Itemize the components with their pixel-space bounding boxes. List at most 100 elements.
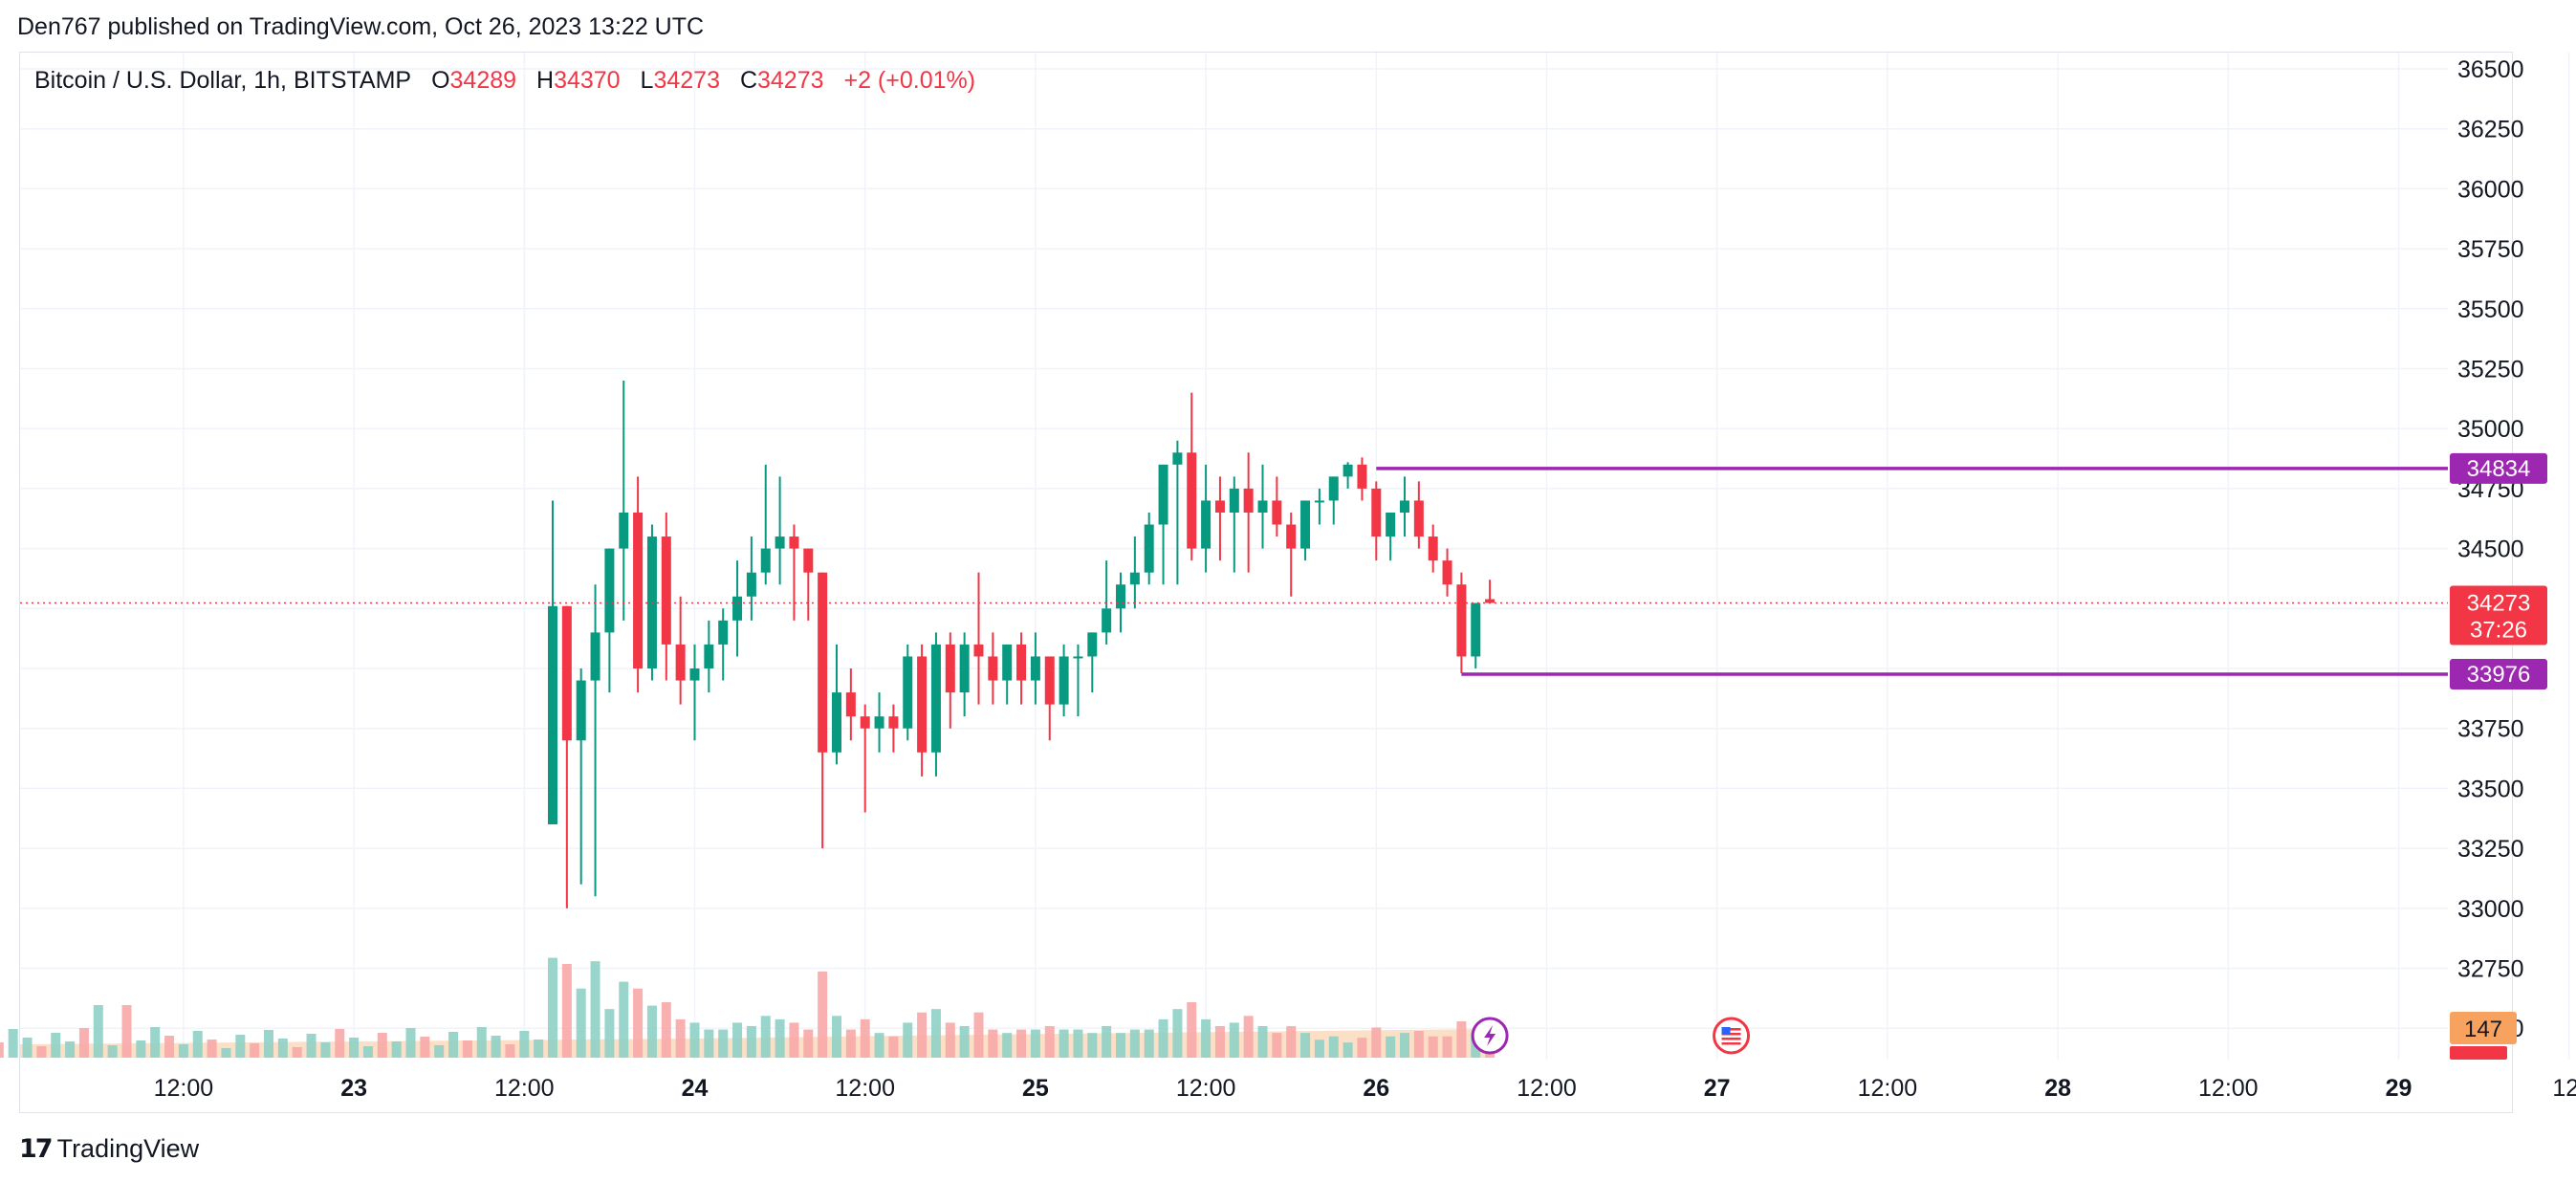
volume-bar bbox=[803, 1029, 814, 1058]
high-label: H bbox=[536, 67, 555, 94]
price-tick-label: 35750 bbox=[2457, 236, 2524, 263]
candle-body bbox=[1328, 476, 1339, 501]
volume-bar bbox=[732, 1022, 743, 1058]
candle-body bbox=[704, 644, 714, 668]
volume-bar bbox=[1187, 1002, 1197, 1058]
time-tick-label: 12: bbox=[2552, 1075, 2576, 1102]
volume-bar bbox=[903, 1022, 913, 1058]
candle-body bbox=[1016, 644, 1027, 681]
price-tick-label: 32750 bbox=[2457, 956, 2524, 983]
volume-bar bbox=[1314, 1040, 1324, 1058]
candle-body bbox=[1172, 452, 1183, 465]
candle-body bbox=[930, 644, 941, 753]
brand-name: TradingView bbox=[56, 1134, 200, 1163]
countdown-label: 37:26 bbox=[2470, 618, 2527, 644]
volume-bar bbox=[405, 1028, 416, 1058]
volume-bar bbox=[391, 1041, 402, 1058]
volume-bar bbox=[434, 1045, 445, 1058]
volume-bar bbox=[704, 1029, 714, 1058]
price-tick-label: 36000 bbox=[2457, 176, 2524, 203]
change-value: +2 (+0.01%) bbox=[843, 67, 976, 94]
volume-bar bbox=[576, 988, 586, 1058]
volume-bar bbox=[264, 1030, 273, 1058]
candles bbox=[548, 381, 1495, 908]
time-tick-label: 12:00 bbox=[1517, 1075, 1577, 1102]
price-axis: 3650036250360003575035500352503500034750… bbox=[2457, 56, 2524, 1042]
volume-bar bbox=[646, 1005, 657, 1058]
volume-bar bbox=[164, 1036, 175, 1058]
candle-body bbox=[818, 572, 828, 753]
time-tick-label: 12:00 bbox=[1858, 1075, 1918, 1102]
candle-body bbox=[675, 644, 686, 681]
volume-bar bbox=[675, 1018, 686, 1058]
volume-bar bbox=[633, 988, 644, 1058]
time-tick-label: 25 bbox=[1022, 1075, 1049, 1102]
candle-body bbox=[775, 536, 785, 549]
candle-body bbox=[1243, 488, 1254, 513]
volume-bar bbox=[534, 1040, 544, 1058]
volume-bar bbox=[548, 957, 557, 1058]
price-tick-label: 35250 bbox=[2457, 357, 2524, 383]
volume-bar bbox=[604, 1009, 615, 1058]
volume-bar bbox=[277, 1039, 288, 1058]
volume-bar bbox=[561, 964, 572, 1058]
volume-bar bbox=[1144, 1029, 1154, 1058]
tradingview-logo-icon: 𝟭𝟳 bbox=[19, 1134, 54, 1163]
volume-bar bbox=[1129, 1029, 1140, 1058]
candle-body bbox=[1030, 656, 1040, 681]
volume-bar bbox=[476, 1027, 487, 1058]
volume-bar bbox=[1357, 1038, 1367, 1058]
time-tick-label: 12:00 bbox=[154, 1075, 214, 1102]
flag-stripe bbox=[1721, 1033, 1741, 1036]
volume-bar bbox=[0, 1042, 4, 1058]
candle-body bbox=[1059, 656, 1069, 705]
candle-body bbox=[1002, 644, 1013, 681]
volume-bar bbox=[491, 1036, 501, 1058]
volume-bar bbox=[448, 1032, 459, 1058]
volume-bar bbox=[1286, 1026, 1297, 1058]
chart-grid bbox=[20, 53, 2570, 1060]
flag-stripe bbox=[1721, 1042, 1741, 1045]
volume-bar bbox=[519, 1031, 530, 1058]
close-label: C bbox=[739, 67, 757, 94]
volume-bar bbox=[93, 1005, 103, 1058]
volume-bar bbox=[1371, 1027, 1382, 1058]
volume-bar bbox=[860, 1018, 870, 1058]
volume-bar bbox=[1400, 1033, 1409, 1058]
open-label: O bbox=[431, 67, 450, 94]
volume-bar bbox=[8, 1029, 18, 1058]
price-tick-label: 33250 bbox=[2457, 836, 2524, 863]
volume-bar bbox=[1386, 1036, 1396, 1058]
time-tick-label: 23 bbox=[340, 1075, 367, 1102]
volume-bar bbox=[619, 981, 629, 1058]
volume-bar bbox=[377, 1033, 387, 1058]
tradingview-brand[interactable]: 𝟭𝟳 TradingView bbox=[19, 1134, 199, 1164]
volume-bar bbox=[1328, 1036, 1339, 1058]
volume-bar bbox=[1272, 1033, 1282, 1058]
volume-bar bbox=[306, 1034, 317, 1058]
candle-body bbox=[1400, 500, 1409, 513]
volume-bar bbox=[661, 1002, 671, 1058]
price-tick-label: 36500 bbox=[2457, 56, 2524, 83]
candle-body bbox=[1300, 500, 1311, 549]
volume-bar bbox=[221, 1048, 231, 1058]
chart-frame bbox=[19, 52, 2513, 1113]
volume-bar bbox=[1243, 1016, 1254, 1058]
candle-body bbox=[732, 596, 743, 621]
volume-bar bbox=[959, 1026, 970, 1058]
volume-bar bbox=[746, 1026, 756, 1058]
volume-bar bbox=[1442, 1036, 1452, 1058]
candle-body bbox=[1073, 656, 1083, 659]
candle-body bbox=[945, 644, 955, 693]
volume-bar bbox=[235, 1035, 246, 1058]
candle-body bbox=[619, 512, 629, 549]
low-value: 34273 bbox=[653, 67, 720, 94]
volume-bar bbox=[150, 1027, 161, 1058]
symbol-legend: Bitcoin / U.S. Dollar, 1h, BITSTAMP O342… bbox=[34, 67, 989, 95]
candle-body bbox=[1087, 632, 1098, 657]
volume-bar bbox=[250, 1043, 260, 1058]
candle-body bbox=[917, 656, 928, 753]
candle-body bbox=[633, 512, 644, 668]
candle-body bbox=[988, 656, 998, 681]
